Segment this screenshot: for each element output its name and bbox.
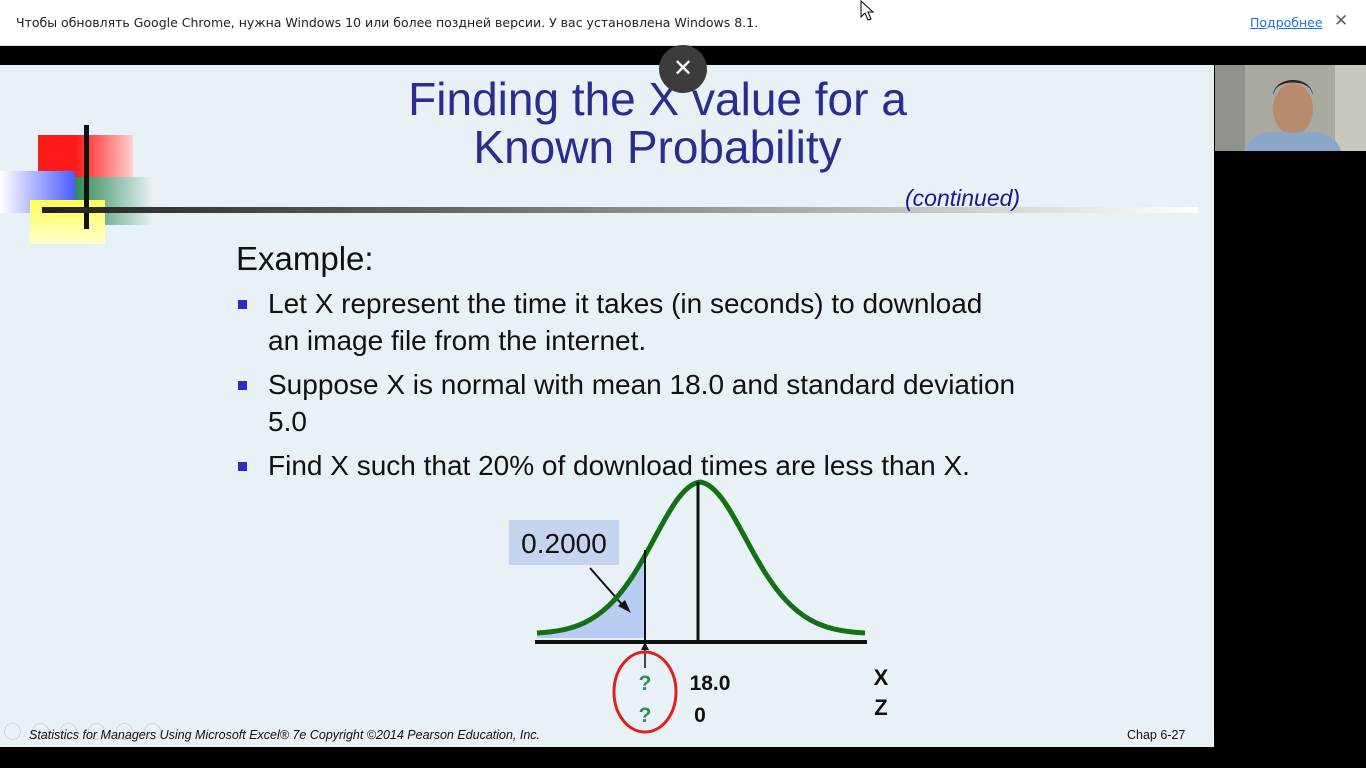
slide-title-line-1: Finding the X value for a [408,73,907,125]
axis-z-label: Z [874,695,887,720]
mouse-cursor-icon [860,0,875,21]
slide-page-number: Chap 6-27 [1127,728,1186,742]
unknown-x-value: ? [639,672,652,695]
slide-title: Finding the X value for a Known Probabil… [290,75,1025,171]
overlay-close-button[interactable]: ✕ [659,45,707,93]
example-heading: Example: [236,240,374,277]
slide-footer: Statistics for Managers Using Microsoft … [29,728,541,742]
bullet-square-icon [238,300,247,309]
infobar-close-button[interactable]: ✕ [1334,11,1349,30]
presentation-slide: Finding the X value for a Known Probabil… [0,65,1214,747]
title-divider [42,207,1198,213]
bullet-text: Suppose X is normal with mean 18.0 and s… [268,369,1016,437]
bullet-item: Let X represent the time it takes (in se… [238,285,1018,359]
area-pointer-arrowhead [618,600,631,613]
normal-distribution-figure: 0.2000 ? ? 18.0 0 X Z [509,479,889,734]
nav-zoom-icon[interactable] [88,723,105,740]
axis-x-label: X [874,665,889,690]
area-label-box [509,520,619,565]
bullet-text: Let X represent the time it takes (in se… [268,288,983,356]
mean-z-value: 0 [694,704,706,727]
unknown-value-circle [612,650,678,734]
bullet-square-icon [238,462,247,471]
nav-slides-icon[interactable] [60,723,77,740]
nav-pen-icon[interactable] [32,723,49,740]
bullet-item: Find X such that 20% of download times a… [238,447,1018,484]
unknown-z-value: ? [639,704,652,727]
bullet-text: Find X such that 20% of download times a… [268,450,970,481]
slide-subtitle: (continued) [905,185,1021,211]
bullet-item: Suppose X is normal with mean 18.0 and s… [238,366,1018,440]
area-label: 0.2000 [521,528,607,559]
normal-curve [536,479,866,636]
slide-title-line-2: Known Probability [473,121,842,173]
bullet-square-icon [238,381,247,390]
browser-infobar: Чтобы обновлять Google Chrome, нужна Win… [0,0,1366,46]
area-pointer-line [589,567,627,610]
infobar-message: Чтобы обновлять Google Chrome, нужна Win… [16,15,759,30]
webcam-thumbnail[interactable] [1215,65,1366,151]
mean-x-value: 18.0 [690,672,731,695]
slide-decoration-icon [0,65,160,245]
participant-video-icon [1215,65,1366,151]
bullet-list: Let X represent the time it takes (in se… [238,285,1018,491]
infobar-more-link[interactable]: Подробнее [1250,15,1323,30]
shaded-area [537,550,645,638]
nav-prev-icon[interactable] [4,723,21,740]
nav-menu-icon[interactable] [116,723,133,740]
nav-next-icon[interactable] [144,723,161,740]
cutoff-arrowhead [641,642,649,650]
slide-nav-controls [4,723,172,745]
